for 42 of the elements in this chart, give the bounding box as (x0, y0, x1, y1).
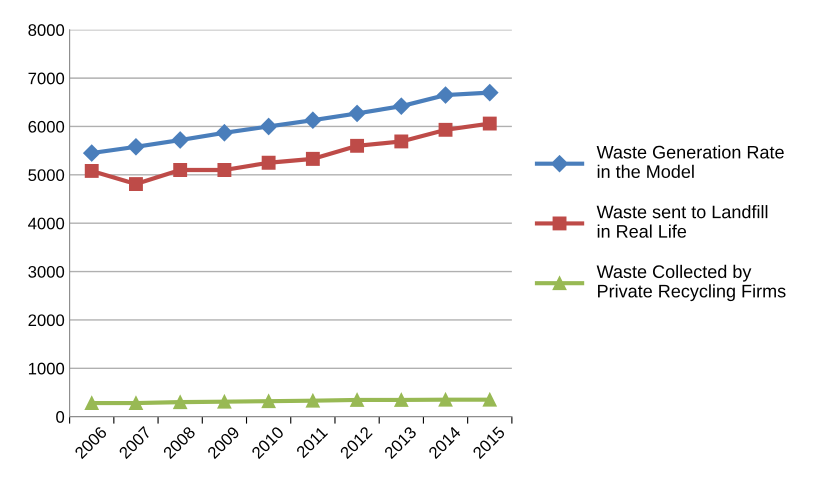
legend-label: Waste sent to Landfill in Real Life (596, 205, 768, 238)
point (173, 163, 188, 177)
point (262, 156, 276, 170)
y-tick-label: 1000 (28, 362, 64, 374)
point (129, 177, 143, 191)
point (84, 396, 99, 410)
point (217, 163, 232, 177)
legend-label: Waste Collected by Private Recycling Firms (596, 264, 786, 302)
point (84, 164, 99, 178)
point (350, 393, 364, 407)
point (438, 122, 452, 137)
point (217, 394, 232, 409)
y-tick-label: 6000 (28, 120, 64, 133)
legend-label: Waste Generation Rate in the Model (596, 145, 784, 178)
point (127, 138, 145, 156)
y-tick-label: 7000 (28, 72, 64, 84)
point (481, 84, 498, 102)
point (392, 98, 410, 115)
point (348, 104, 366, 122)
point (304, 112, 322, 129)
point (482, 392, 497, 407)
point (350, 138, 364, 153)
point (262, 394, 276, 408)
point (306, 152, 320, 166)
y-tick-label: 4000 (28, 218, 64, 230)
y-tick-label: 0 (56, 411, 64, 423)
point (306, 394, 320, 408)
y-tick-label: 3000 (28, 266, 64, 278)
point (438, 392, 452, 407)
point (394, 134, 408, 148)
point (83, 144, 100, 162)
point (394, 393, 408, 407)
point (172, 131, 189, 149)
point (436, 86, 454, 104)
point (216, 124, 233, 142)
point (129, 396, 143, 410)
point (482, 116, 497, 131)
y-tick-label: 2000 (28, 314, 64, 326)
y-tick-label: 8000 (28, 24, 64, 36)
y-tick-label: 5000 (28, 169, 64, 182)
point (173, 395, 188, 410)
point (260, 118, 278, 136)
